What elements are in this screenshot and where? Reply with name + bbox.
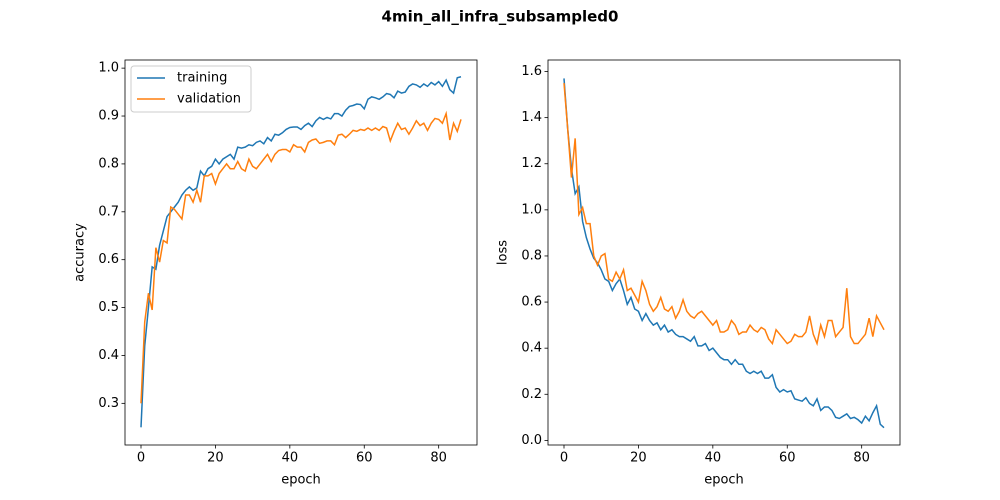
- x-tick-label: 60: [779, 451, 796, 466]
- x-tick-label: 80: [430, 451, 447, 466]
- y-tick-label: 0.8: [98, 156, 119, 171]
- y-tick-label: 1.4: [521, 110, 542, 125]
- x-tick-label: 40: [282, 451, 299, 466]
- x-axis-label: epoch: [704, 473, 744, 488]
- x-tick-label: 0: [560, 451, 568, 466]
- y-axis-label: accuracy: [73, 223, 88, 282]
- y-tick-label: 0.6: [98, 252, 119, 267]
- axes-frame: [547, 59, 901, 446]
- line-series: [140, 110, 462, 404]
- y-tick-label: 1.6: [521, 64, 542, 79]
- x-tick-label: 80: [853, 451, 870, 466]
- line-series: [140, 76, 462, 428]
- legend-label: training: [177, 71, 227, 86]
- y-tick-label: 1.0: [98, 61, 119, 76]
- y-tick-label: 0.0: [521, 433, 542, 448]
- figure-title: 4min_all_infra_subsampled0: [382, 8, 619, 26]
- line-series: [563, 78, 885, 429]
- y-tick-label: 0.9: [98, 109, 119, 124]
- y-tick-label: 0.4: [98, 348, 119, 363]
- x-tick-label: 0: [137, 451, 145, 466]
- y-tick-label: 0.8: [521, 248, 542, 263]
- x-tick-label: 20: [630, 451, 647, 466]
- y-tick-label: 0.4: [521, 341, 542, 356]
- axes-frame: [124, 59, 478, 446]
- y-tick-label: 0.5: [98, 300, 119, 315]
- y-tick-label: 0.2: [521, 387, 542, 402]
- x-axis-label: epoch: [281, 473, 321, 488]
- y-tick-label: 0.6: [521, 295, 542, 310]
- legend-label: validation: [177, 92, 241, 107]
- x-tick-label: 60: [356, 451, 373, 466]
- line-series: [563, 82, 885, 347]
- y-tick-label: 0.7: [98, 204, 119, 219]
- y-tick-label: 0.3: [98, 396, 119, 411]
- y-tick-label: 1.2: [521, 156, 542, 171]
- y-tick-label: 1.0: [521, 202, 542, 217]
- x-tick-label: 40: [705, 451, 722, 466]
- x-tick-label: 20: [207, 451, 224, 466]
- y-axis-label: loss: [496, 240, 511, 265]
